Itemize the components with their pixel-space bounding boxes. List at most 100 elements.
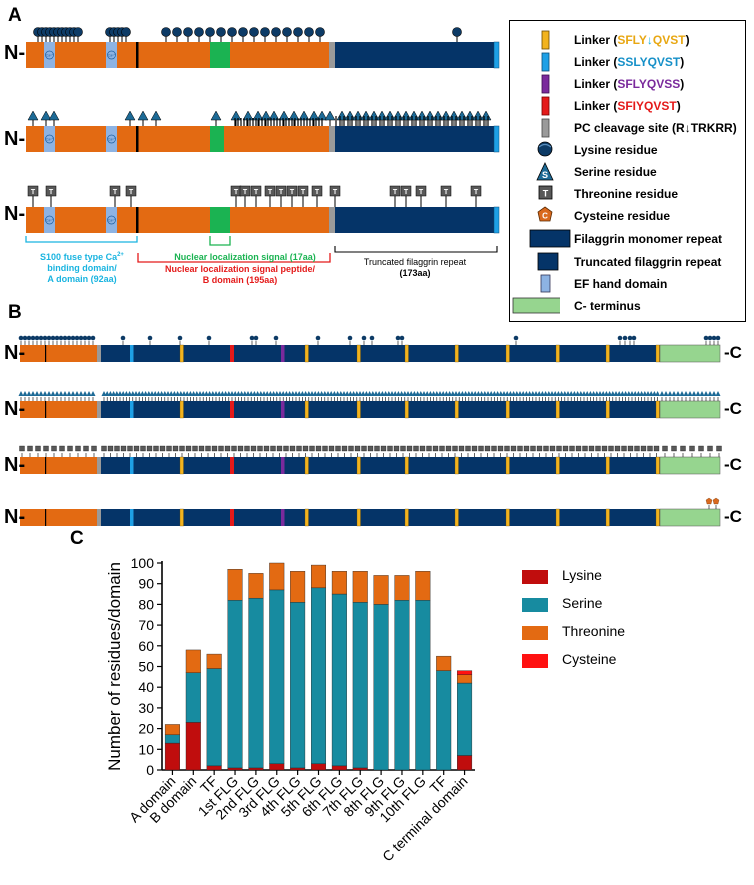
b-threonine-pin-12 xyxy=(114,445,120,452)
b-red-linker-0 xyxy=(230,345,234,362)
b-yellow-linker-1-5 xyxy=(505,400,510,419)
b-serine-pin-57 xyxy=(223,391,229,396)
b-pc-site-3 xyxy=(97,509,101,526)
serine-glyph: S xyxy=(542,170,548,180)
b-yellow-linker-2-6 xyxy=(555,456,560,475)
bar-lysine-0 xyxy=(164,742,180,771)
b-domain-bracket xyxy=(137,253,331,263)
b-threonine-pin-42 xyxy=(309,445,315,452)
b-serine-pin-204 xyxy=(703,391,709,396)
b-purple-linker-1 xyxy=(281,401,285,418)
b-threonine-pin-45 xyxy=(328,445,335,452)
b-yellow-linker-2-4 xyxy=(454,456,459,475)
b-lysine-pin-38 xyxy=(707,335,713,341)
b-serine-pin-198 xyxy=(679,391,685,396)
residue-pin-a1-3 xyxy=(124,110,136,121)
y-tick-label-50: 50 xyxy=(138,659,154,675)
b-serine-pin-206 xyxy=(711,391,717,396)
b-serine-pin-78 xyxy=(290,391,296,396)
bar-threonine-14 xyxy=(457,674,473,684)
b-yellow-linker-0-4 xyxy=(454,344,459,363)
residue-pin-a2-11 xyxy=(311,185,323,197)
b-serine-pin-167 xyxy=(575,391,581,396)
y-tick-label-100: 100 xyxy=(131,555,155,571)
bar-serine-8 xyxy=(331,593,347,767)
b-serine-pin-12 xyxy=(66,391,72,396)
b-serine-pin-112 xyxy=(399,391,405,396)
b-threonine-pin-49 xyxy=(354,445,361,452)
b-yellow-linker-2-7 xyxy=(605,456,610,475)
gray-cleavage-icon xyxy=(541,118,550,138)
b-serine-pin-125 xyxy=(440,391,446,396)
b-lysine-pin-11 xyxy=(62,335,68,341)
b-threonine-pin-46 xyxy=(335,445,341,452)
b-serine-pin-179 xyxy=(613,391,619,396)
y-tick-label-10: 10 xyxy=(138,741,154,757)
threonine-swatch xyxy=(522,626,548,640)
bar-lysine-3 xyxy=(227,767,243,771)
b-serine-pin-170 xyxy=(584,391,590,396)
b-serine-pin-67 xyxy=(255,391,261,396)
b-threonine-pin-81 xyxy=(562,445,569,452)
b-serine-pin-52 xyxy=(207,391,213,396)
b-serine-pin-45 xyxy=(184,391,190,396)
b-threonine-pin-9 xyxy=(91,445,97,452)
b-threonine-pin-56 xyxy=(400,445,406,452)
bar-threonine-3 xyxy=(227,569,243,601)
b-serine-pin-153 xyxy=(530,391,536,396)
ef-hand-1-0 xyxy=(44,42,55,68)
b-serine-pin-134 xyxy=(469,391,475,396)
b-serine-pin-37 xyxy=(159,391,165,396)
a-domain-bar-2 xyxy=(26,207,329,233)
a-b-boundary-1 xyxy=(136,126,139,152)
b-lysine-pin-3 xyxy=(30,335,36,341)
b-boundary-2 xyxy=(45,457,47,474)
b-serine-pin-148 xyxy=(514,391,520,396)
residue-pin-a2-7-letter: T xyxy=(268,189,273,196)
b-serine-pin-175 xyxy=(600,391,606,396)
b-serine-pin-55 xyxy=(216,391,222,396)
legend-ef-hand: EF hand domain xyxy=(510,273,745,295)
residue-pin-a2-17 xyxy=(470,185,482,197)
b-threonine-pin-43 xyxy=(315,445,322,452)
panel-a-schematic: Ca²⁺ Ca²⁺Ca²⁺ Ca²⁺Ca²⁺ Ca²⁺T T T T T T T T T T T T T T T T… xyxy=(25,27,500,263)
ca-binding-2-2 xyxy=(107,215,116,225)
nls-segment-2 xyxy=(210,207,230,233)
legend-threonine: T Threonine residue xyxy=(510,183,745,205)
b-serine-pin-53 xyxy=(210,391,216,396)
residue-pin-a2-0-letter: T xyxy=(31,189,36,196)
lysine-pin-icon xyxy=(537,141,553,157)
b-threonine-pin-68 xyxy=(478,445,484,452)
residue-pin-a2-10-letter: T xyxy=(301,189,306,196)
b-serine-pin-205 xyxy=(707,391,713,396)
b-serine-pin-0 xyxy=(18,391,24,396)
b-threonine-pin-19 xyxy=(159,445,166,452)
b-cyan-linker-0 xyxy=(130,345,134,362)
b-yellow-linker-2-8 xyxy=(655,456,660,475)
b-a-domain-3 xyxy=(20,509,97,526)
b-c-terminal-0 xyxy=(659,344,721,363)
residue-pin-a2-10 xyxy=(297,185,309,197)
b-threonine-pin-79 xyxy=(549,445,556,452)
b-lysine-pin-1 xyxy=(22,335,28,341)
b-serine-pin-34 xyxy=(149,391,155,396)
b-cyan-linker-1 xyxy=(130,401,134,418)
b-serine-pin-59 xyxy=(229,391,235,396)
bar-serine-1 xyxy=(185,672,201,723)
b-lysine-pin-17 xyxy=(86,335,92,341)
b-serine-pin-24 xyxy=(117,391,123,396)
b-threonine-pin-47 xyxy=(341,445,348,452)
b-serine-pin-107 xyxy=(383,391,389,396)
b-threonine-pin-59 xyxy=(419,445,426,452)
b-serine-pin-14 xyxy=(74,391,80,396)
yellow-linker-icon xyxy=(541,30,550,50)
b-serine-pin-1 xyxy=(22,391,28,396)
residue-pin-a2-13-letter: T xyxy=(393,189,398,196)
b-serine-pin-141 xyxy=(491,391,497,396)
b-threonine-pin-44 xyxy=(322,445,328,452)
b-lysine-pin-15 xyxy=(78,335,84,341)
b-serine-pin-178 xyxy=(610,391,616,396)
b-lysine-pin-2 xyxy=(26,335,32,341)
b-threonine-pin-102 xyxy=(716,445,722,452)
residue-pin-a2-11-letter: T xyxy=(315,189,320,196)
